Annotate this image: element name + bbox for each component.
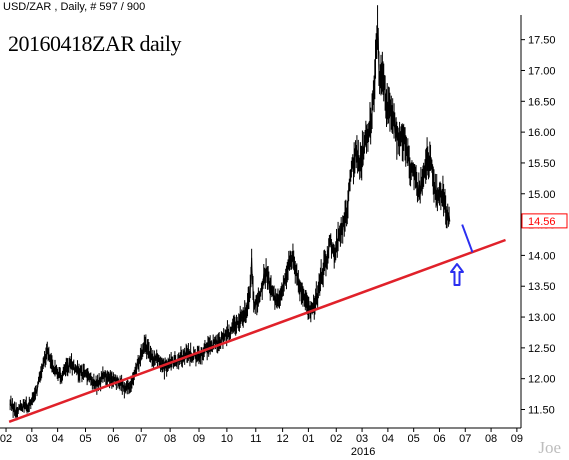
y-tick-label: 14.00 xyxy=(528,250,556,262)
year-label: 2016 xyxy=(351,446,375,458)
x-tick-label: 06 xyxy=(433,433,445,445)
y-tick-label: 17.00 xyxy=(528,65,556,77)
x-tick-label: 02 xyxy=(0,433,12,445)
y-tick-label: 12.50 xyxy=(528,343,556,355)
chart-header: USD/ZAR , Daily, # 597 / 900 xyxy=(3,1,146,13)
price-bars xyxy=(9,5,450,421)
x-tick-label: 06 xyxy=(107,433,119,445)
y-tick-label: 15.50 xyxy=(528,158,556,170)
x-tick-label: 02 xyxy=(330,433,342,445)
x-tick-label: 01 xyxy=(302,433,314,445)
last-price-box xyxy=(521,213,568,229)
x-tick-label: 11 xyxy=(250,433,261,445)
x-tick-label: 03 xyxy=(356,433,368,445)
x-tick-label: 04 xyxy=(382,433,394,445)
x-tick-label: 09 xyxy=(193,433,205,445)
chart-title: 20160418ZAR daily xyxy=(8,31,182,56)
support-trendline xyxy=(8,238,506,424)
x-tick-label: 04 xyxy=(52,433,64,445)
watermark: Joe xyxy=(538,438,561,457)
x-tick-label: 09 xyxy=(511,433,523,445)
plot-area xyxy=(8,5,506,424)
x-tick-label: 07 xyxy=(459,433,471,445)
x-tick-label: 05 xyxy=(79,433,91,445)
projection-line xyxy=(461,224,474,253)
y-tick-label: 15.00 xyxy=(528,189,556,201)
y-tick-label: 17.50 xyxy=(528,35,556,47)
price-line xyxy=(9,27,451,416)
y-axis: 11.5012.0012.5013.0013.5014.0014.5015.00… xyxy=(521,35,556,417)
up-arrow-icon xyxy=(450,263,464,286)
y-tick-label: 16.50 xyxy=(528,96,556,108)
y-tick-label: 12.00 xyxy=(528,374,556,386)
y-tick-label: 16.00 xyxy=(528,127,556,139)
x-tick-label: 08 xyxy=(164,433,176,445)
x-tick-label: 07 xyxy=(135,433,147,445)
y-tick-label: 13.50 xyxy=(528,281,556,293)
x-tick-label: 10 xyxy=(221,433,233,445)
x-tick-label: 12 xyxy=(276,433,288,445)
y-tick-label: 11.50 xyxy=(528,405,555,417)
x-tick-label: 03 xyxy=(26,433,38,445)
y-tick-label: 13.00 xyxy=(528,312,556,324)
last-price-label: 14.56 xyxy=(528,216,556,228)
x-tick-label: 08 xyxy=(485,433,497,445)
x-tick-label: 05 xyxy=(408,433,420,445)
last-price-marker: 14.56 xyxy=(521,213,568,229)
x-axis: 02 03 04 05 06 07 08 09 10 11 12 01 02 03 04 05 06 07 08 09… xyxy=(0,428,523,458)
